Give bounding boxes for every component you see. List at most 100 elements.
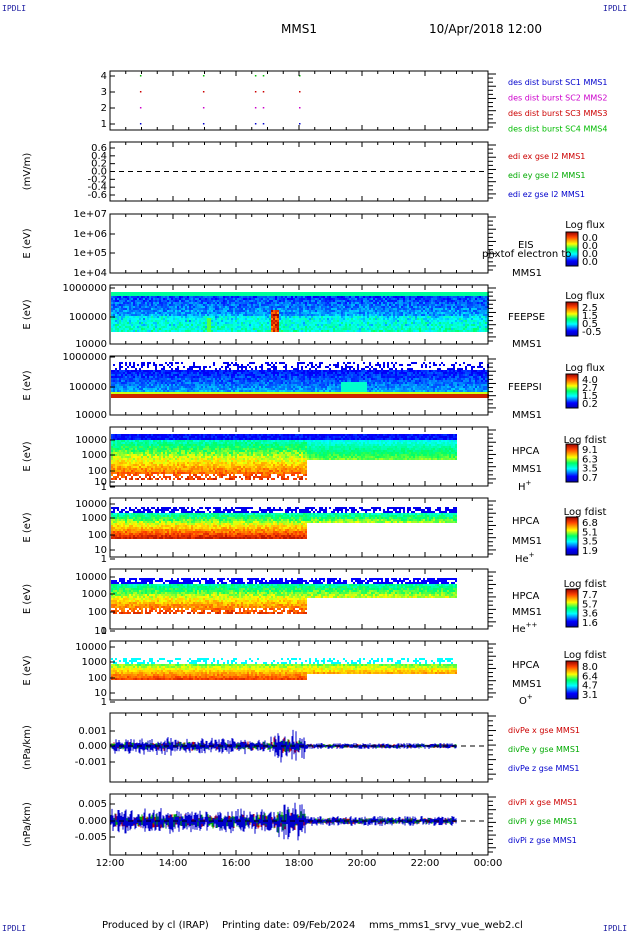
spectrogram-cell [133,326,135,328]
spectrogram-cell [375,308,377,310]
spectrogram-cell [229,384,231,386]
spectrogram-cell [411,330,413,332]
spectrogram-cell [201,314,203,316]
spectrogram-cell [183,392,185,394]
spectrogram-cell [327,310,329,312]
spectrogram-cell [125,372,127,374]
spectrogram-cell [209,392,211,394]
spectrogram-cell [117,310,119,312]
spectrogram-cell [141,298,143,300]
spectrogram-cell [173,300,175,302]
spectrogram-cell [311,322,313,324]
spectrogram-cell [281,322,283,324]
spectrogram-cell [443,328,445,330]
spectrogram-cell [115,384,117,386]
spectrogram-cell [471,326,473,328]
spectrogram-cell [209,322,211,324]
spectrogram-cell [257,394,259,396]
spectrogram-cell [457,314,459,316]
spectrogram-cell [133,328,135,330]
spectrogram-cell [413,320,415,322]
spectrogram-cell [439,322,441,324]
spectrogram-cell [455,300,457,302]
spectrogram-cell [183,298,185,300]
spectrogram-cell [257,300,259,302]
spectrogram-cell [451,322,453,324]
spectrogram-cell [217,308,219,310]
spectrogram-cell [375,306,377,308]
spectrogram-cell [353,314,355,316]
spectrogram-cell [313,328,315,330]
spectrogram-cell [121,366,123,368]
spectrogram-cell [253,324,255,326]
spectrogram-cell [133,376,135,378]
spectrogram-cell [263,374,265,376]
spectrogram-cell [113,372,115,374]
spectrogram-cell [397,300,399,302]
spectrogram-cell [397,296,399,298]
spectrogram-cell [239,298,241,300]
spectrogram-cell [375,300,377,302]
spectrogram-cell [471,302,473,304]
spectrogram-cell [133,330,135,332]
spectrogram-cell [225,384,227,386]
spectrogram-cell [407,326,409,328]
spectrogram-cell [179,378,181,380]
spectrogram-cell [163,294,165,296]
spectrogram-cell [329,302,331,304]
spectrogram-cell [225,376,227,378]
spectrogram-cell [283,330,285,332]
spectrogram-cell [375,310,377,312]
spectrogram-cell [447,322,449,324]
spectrogram-cell [279,308,281,310]
spectrogram-cell [287,296,289,298]
spectrogram-cell [337,316,339,318]
spectrogram-cell [189,328,191,330]
spectrogram-cell [381,330,383,332]
spectrogram-cell [169,294,171,296]
spectrogram-cell [257,294,259,296]
spectrogram-cell [241,302,243,304]
spectrogram-cell [217,300,219,302]
spectrogram-cell [147,394,149,396]
spectrogram-cell [127,384,129,386]
spectrogram-cell [475,328,477,330]
spectrogram-cell [235,326,237,328]
spectrogram-cell [267,310,269,312]
spectrogram-cell [195,298,197,300]
spectrogram-cell [273,316,275,318]
spectrogram-cell [383,324,385,326]
spectrogram-cell [385,302,387,304]
spectrogram-cell [217,318,219,320]
spectrogram-cell [229,296,231,298]
spectrogram-cell [451,302,453,304]
spectrogram-cell [381,320,383,322]
spectrogram-cell [183,390,185,392]
spectrogram-cell [123,392,125,394]
spectrogram-cell [153,296,155,298]
spectrogram-cell [449,310,451,312]
spectrogram-cell [457,316,459,318]
spectrogram-cell [381,294,383,296]
spectrogram-cell [259,324,261,326]
spectrogram-cell [149,298,151,300]
spectrogram-cell [415,294,417,296]
spectrogram-cell [269,298,271,300]
spectrogram-cell [275,312,277,314]
spectrogram-cell [159,294,161,296]
spectrogram-cell [133,324,135,326]
spectrogram-cell [207,392,209,394]
spectrogram-cell [219,368,221,370]
spectrogram-cell [153,330,155,332]
spectrogram-cell [247,310,249,312]
spectrogram-cell [431,312,433,314]
spectrogram-cell [145,318,147,320]
spectrogram-cell [221,374,223,376]
spectrogram-cell [219,324,221,326]
spectrogram-cell [345,300,347,302]
spectrogram-cell [379,324,381,326]
spectrogram-cell [137,326,139,328]
spectrogram-cell [313,302,315,304]
spectrogram-cell [381,292,383,294]
spectrogram-cell [293,294,295,296]
